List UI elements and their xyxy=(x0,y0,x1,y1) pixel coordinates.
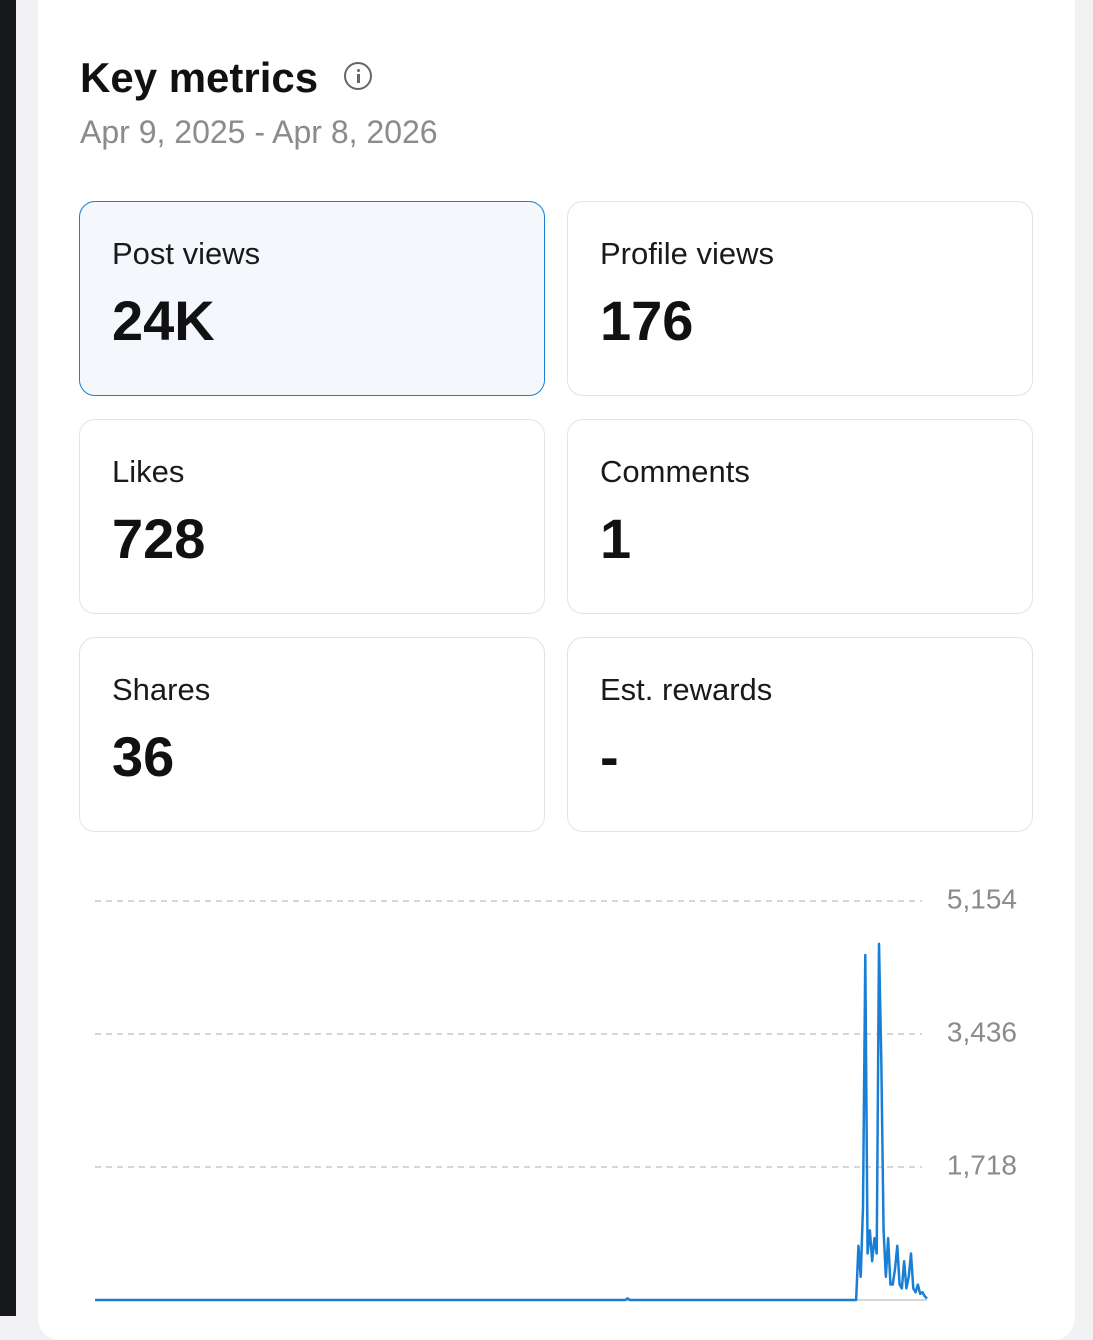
info-icon[interactable] xyxy=(344,62,372,90)
metric-label: Shares xyxy=(112,672,211,707)
metric-card[interactable]: Comments 1 xyxy=(567,419,1033,614)
metric-label: Profile views xyxy=(600,236,774,271)
metric-value: - xyxy=(600,725,619,788)
metric-value: 1 xyxy=(600,507,632,570)
metric-label: Post views xyxy=(112,236,261,271)
y-tick-label: 1,718 xyxy=(947,1149,1017,1180)
metric-card[interactable]: Shares 36 xyxy=(79,637,545,832)
metric-label: Likes xyxy=(112,454,185,489)
metric-card[interactable]: Profile views 176 xyxy=(567,201,1033,396)
line xyxy=(95,942,928,1302)
metric-card[interactable]: Est. rewards - xyxy=(567,637,1033,832)
metric-label: Comments xyxy=(600,454,750,489)
date-range: Apr 9, 2025 - Apr 8, 2026 xyxy=(80,114,438,150)
metric-value: 36 xyxy=(112,725,175,788)
y-tick-label: 5,154 xyxy=(947,883,1017,914)
side-strip xyxy=(0,0,16,1316)
chart: 1,718 3,436 5,154 xyxy=(95,883,1017,1302)
metric-value: 176 xyxy=(600,289,694,352)
y-tick-label: 3,436 xyxy=(947,1016,1017,1047)
metric-value: 24K xyxy=(112,289,215,352)
metric-card[interactable]: Post views 24K xyxy=(79,201,545,396)
metric-value: 728 xyxy=(112,507,206,570)
title: Key metrics xyxy=(80,54,319,101)
metric-card[interactable]: Likes 728 xyxy=(79,419,545,614)
metric-label: Est. rewards xyxy=(600,672,773,707)
